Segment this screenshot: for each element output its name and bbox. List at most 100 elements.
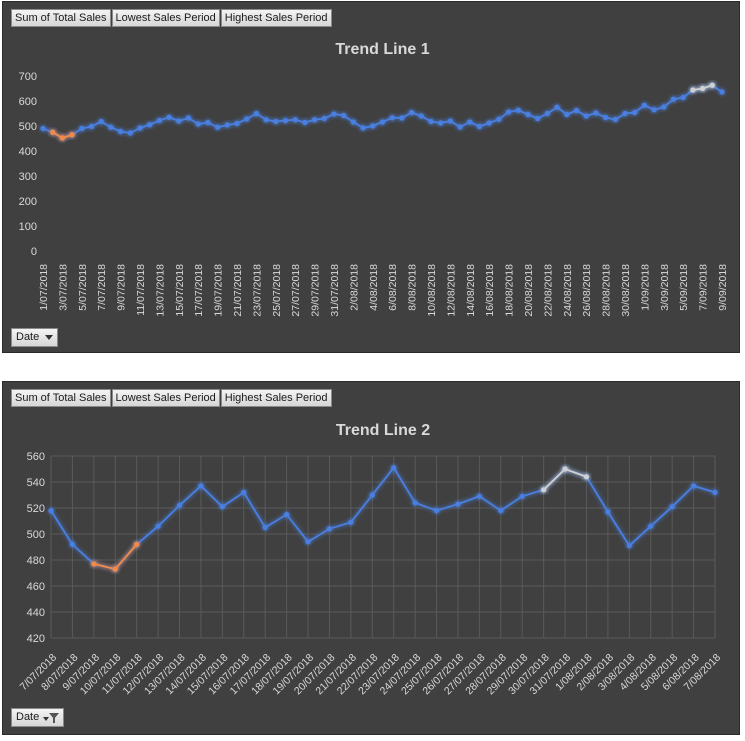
y-tick-label: 500 [19,121,37,133]
x-tick-label: 4/08/2018 [368,264,380,311]
data-point [544,110,551,117]
trend-line-2-chart: Trend Line 24204404604805005205405607/07… [18,422,724,697]
x-tick-label: 29/07/2018 [310,264,322,317]
data-point [641,102,648,108]
data-point [40,125,46,132]
data-point [455,501,461,507]
data-point [253,110,259,117]
data-point [399,115,405,121]
data-point [348,519,354,525]
data-point [622,110,628,117]
data-point [525,111,531,118]
data-point [69,541,76,547]
data-point [273,118,279,125]
data-point [176,118,182,124]
data-point [515,107,521,113]
data-point [562,466,568,472]
data-point [486,120,492,126]
date-filter-button[interactable]: Date [11,708,65,727]
y-tick-label: 560 [27,451,45,463]
data-point [69,132,75,138]
x-tick-label: 8/08/2018 [407,264,419,311]
data-point [680,94,686,101]
data-point [457,124,463,130]
field-button-sum-total-sales[interactable]: Sum of Total Sales [11,9,111,27]
pivot-chart-panel-1: Sum of Total Sales Lowest Sales Period H… [2,1,740,353]
data-point [360,125,366,131]
y-tick-label: 520 [27,503,45,515]
x-tick-label: 1/09/2018 [639,264,651,311]
data-point [79,125,85,132]
data-point [690,483,697,489]
data-point [118,128,124,135]
y-tick-label: 500 [27,529,45,541]
data-point [155,523,161,529]
data-point [605,509,611,515]
data-point [59,135,65,141]
data-point [593,110,599,116]
date-filter-button[interactable]: Date [11,328,59,347]
data-point [326,526,333,532]
data-point [409,109,415,116]
x-tick-label: 14/08/2018 [465,264,477,317]
data-point [719,89,725,95]
data-point [573,107,580,114]
data-point [535,115,541,122]
data-point [369,492,375,498]
data-point [262,524,268,531]
data-point [48,508,54,514]
x-tick-label: 31/07/2018 [329,264,341,317]
data-point [669,504,675,510]
data-point [541,487,547,493]
field-buttons: Sum of Total Sales Lowest Sales Period H… [11,389,333,407]
x-tick-label: 7/09/2018 [698,264,710,311]
x-tick-label: 27/07/2018 [290,264,302,317]
pivot-chart-panel-2: Sum of Total Sales Lowest Sales Period H… [2,381,740,735]
x-tick-label: 28/08/2018 [601,264,613,317]
data-point [88,123,95,130]
data-point [302,119,308,126]
data-point [321,115,327,122]
x-tick-label: 30/08/2018 [620,264,632,317]
x-tick-label: 3/09/2018 [659,264,671,311]
data-point [195,121,201,127]
x-tick-label: 21/07/2018 [232,264,244,317]
data-point [312,117,318,123]
field-button-lowest-sales-period[interactable]: Lowest Sales Period [111,389,220,407]
y-tick-label: 540 [27,477,45,489]
x-tick-label: 9/09/2018 [717,264,729,311]
field-button-lowest-sales-period[interactable]: Lowest Sales Period [111,9,220,27]
data-point [632,109,638,116]
data-point [709,82,715,88]
data-point [661,104,667,110]
x-tick-label: 11/07/2018 [135,264,147,316]
y-tick-label: 200 [19,196,37,208]
data-point [185,115,192,121]
field-button-highest-sales-period[interactable]: Highest Sales Period [220,389,332,407]
field-button-sum-total-sales[interactable]: Sum of Total Sales [11,389,111,407]
data-point [626,543,632,549]
data-point [282,117,289,124]
field-button-highest-sales-period[interactable]: Highest Sales Period [220,9,332,27]
data-point [350,119,356,125]
data-point [292,117,298,123]
series-line [50,466,716,571]
data-point [603,114,609,121]
trend-line-1-chart: Trend Line 1 0 100 200 300 400 500 600 700 1/07/2… [19,41,729,317]
data-point [166,114,172,120]
x-tick-label: 5/09/2018 [678,264,690,311]
x-tick-label: 22/08/2018 [542,264,554,317]
x-tick-label: 19/07/2018 [213,264,225,317]
data-point [412,500,418,506]
chart-title: Trend Line 1 [335,41,429,58]
data-point [370,123,376,129]
data-point [176,502,183,508]
data-point [98,118,104,125]
data-point [506,109,512,115]
data-point [651,107,657,113]
y-tick-label: 400 [19,146,37,158]
date-filter-label: Date [16,331,40,343]
x-tick-label: 9/07/2018 [116,264,128,311]
x-tick-label: 17/07/2018 [193,264,205,317]
data-point [428,118,434,125]
